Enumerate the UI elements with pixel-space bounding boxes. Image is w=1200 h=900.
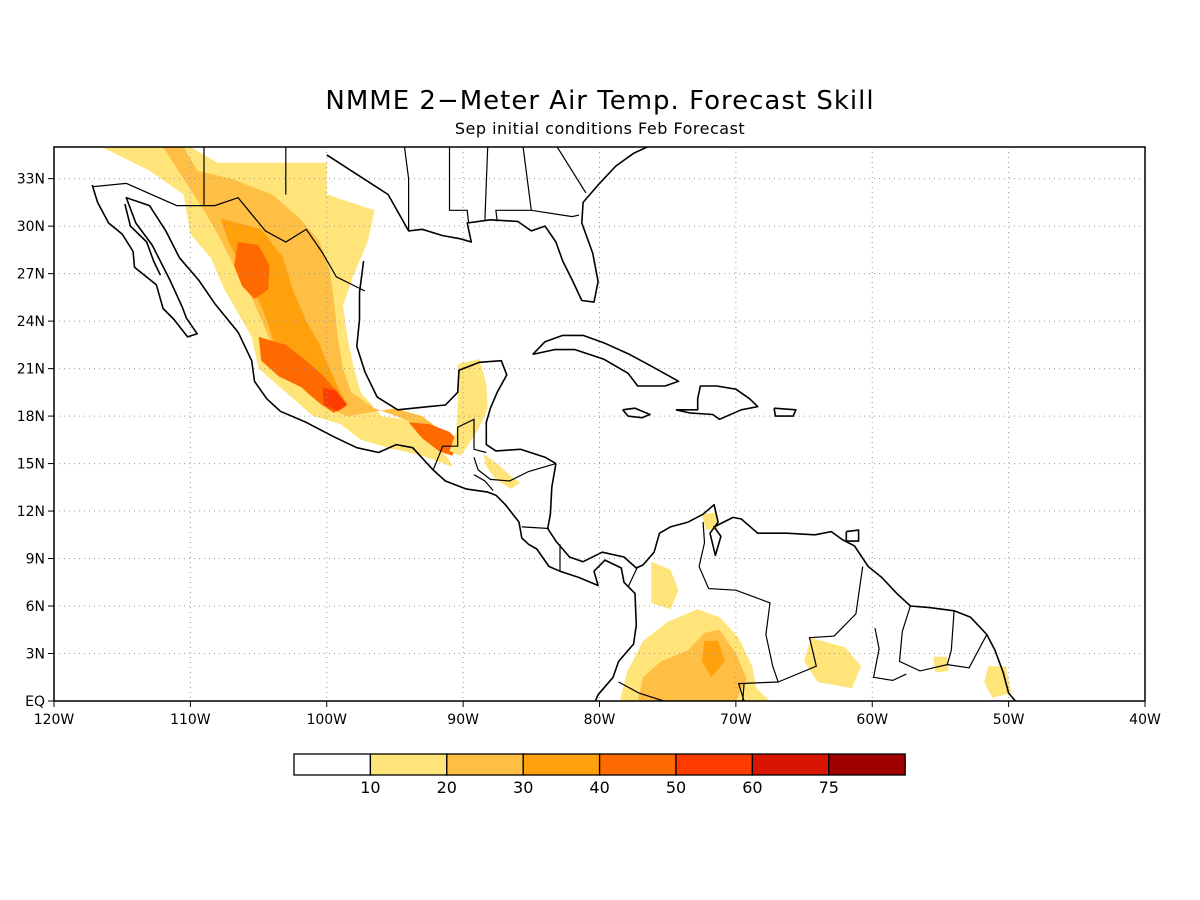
skill-region-honduras — [483, 454, 521, 489]
coastline-hispaniola — [675, 385, 759, 421]
lat-tick-label: 15N — [17, 457, 45, 473]
border-c-america-2 — [473, 457, 557, 482]
colorbar-swatch — [369, 753, 448, 776]
border-colombia-peru-ecuador — [618, 681, 736, 701]
border-colombia-venezuela — [698, 522, 780, 701]
border-us-states-5 — [484, 147, 489, 220]
border-us-states-8 — [556, 147, 587, 194]
lon-tick-label: 100W — [306, 712, 347, 728]
lat-tick-label: 30N — [17, 219, 45, 235]
coastline-baja-east-inner — [124, 203, 162, 276]
skill-region-n-brazil — [804, 637, 862, 689]
skill-fill-layer — [101, 147, 1012, 701]
colorbar-swatch — [522, 753, 601, 776]
colorbar-swatch — [446, 753, 524, 776]
skill-region-guatemala-50 — [408, 422, 459, 456]
colorbar-label: 30 — [513, 778, 533, 797]
lat-tick-label: 12N — [17, 504, 45, 520]
skill-region-amapa-spot — [984, 666, 1012, 698]
lat-tick-label: 9N — [26, 552, 45, 568]
colorbar-label: 20 — [437, 778, 457, 797]
skill-region-guiana-spot — [933, 656, 949, 673]
lon-tick-label: 80W — [584, 712, 616, 728]
skill-region-venezuela-nw — [701, 512, 719, 531]
coastline-trinidad — [845, 529, 860, 542]
lat-tick-label: 24N — [17, 314, 45, 330]
border-brazil-bolivia-peru — [742, 683, 745, 701]
border-panama-colombia — [627, 566, 639, 588]
border-us-states-4 — [448, 147, 470, 224]
lon-tick-label: 60W — [856, 712, 888, 728]
skill-region-central-mexico-50 — [258, 336, 344, 413]
coastline-pacific-mexico — [91, 184, 638, 701]
lon-tick-label: 40W — [1129, 712, 1161, 728]
lon-tick-label: 110W — [170, 712, 211, 728]
colorbar-swatch — [675, 753, 754, 776]
skill-region-w-mexico-50 — [234, 242, 270, 299]
lat-tick-label: 6N — [26, 599, 45, 615]
colorbar-label: 75 — [819, 778, 839, 797]
lat-tick-label: 33N — [17, 172, 45, 188]
lon-tick-label: 120W — [34, 712, 75, 728]
coastline-jamaica — [622, 407, 651, 419]
colorbar-label: 60 — [742, 778, 762, 797]
border-us-states-6 — [495, 147, 532, 222]
coastline-cuba — [532, 334, 680, 387]
border-guyana-suriname — [898, 605, 955, 672]
border-us-states-3 — [403, 147, 410, 231]
colorbar-swatch — [293, 753, 372, 776]
lat-tick-label: 21N — [17, 362, 45, 378]
axis-ticks: 120W 110W 100W 90W 80W 70W 60W 50W 40W EQ 3N 6N 9N 12… — [17, 172, 1161, 728]
colorbar-label: 10 — [360, 778, 380, 797]
lat-tick-label: 18N — [17, 409, 45, 425]
border-us-states-7 — [531, 209, 580, 218]
coastline-puerto-rico — [773, 407, 797, 417]
border-layer — [93, 147, 988, 701]
lon-tick-label: 70W — [720, 712, 752, 728]
border-c-america — [473, 474, 494, 491]
colorbar-label: 40 — [589, 778, 609, 797]
border-guyana-brazil — [872, 628, 907, 682]
map-title: NMME 2−Meter Air Temp. Forecast Skill — [325, 86, 875, 116]
border-guatemala-mexico — [432, 418, 487, 471]
skill-region-colombia-n — [651, 561, 679, 610]
lat-tick-label: 27N — [17, 267, 45, 283]
coastline-layer — [91, 147, 1017, 701]
coastline-mexico-gulf-coast — [355, 260, 557, 465]
colorbar: 10 20 30 40 50 60 75 — [293, 753, 906, 797]
coastline-us-gulf-atlantic — [326, 147, 648, 303]
lon-tick-label: 50W — [993, 712, 1025, 728]
border-c-america-3 — [521, 526, 550, 530]
border-us-mexico — [93, 182, 366, 292]
grid-lines — [54, 147, 1145, 701]
lat-tick-label: EQ — [25, 694, 45, 710]
skill-region-colombia-40 — [701, 640, 725, 678]
skill-region-yucatan-belize — [449, 359, 488, 456]
coastline-central-america-caribbean — [546, 463, 1017, 701]
border-venezuela-brazil-guyana — [777, 566, 864, 683]
colorbar-label: 50 — [666, 778, 686, 797]
colorbar-swatch — [598, 753, 677, 776]
skill-region-s-mexico-60 — [322, 387, 348, 412]
border-french-guiana — [947, 634, 988, 669]
colorbar-swatch — [751, 753, 830, 776]
colorbar-swatch — [828, 753, 906, 776]
lon-tick-label: 90W — [447, 712, 479, 728]
lat-tick-label: 3N — [26, 647, 45, 663]
map-subtitle: Sep initial conditions Feb Forecast — [454, 119, 746, 138]
